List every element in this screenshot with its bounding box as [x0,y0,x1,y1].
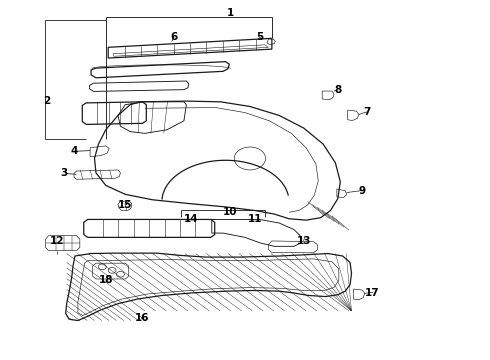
Text: 12: 12 [49,236,64,246]
Text: 3: 3 [61,168,68,178]
Text: 6: 6 [171,32,178,41]
Text: 10: 10 [223,207,238,217]
Text: 4: 4 [70,146,78,156]
Text: 1: 1 [227,8,234,18]
Text: 9: 9 [359,186,366,196]
Text: 15: 15 [118,200,132,210]
Text: 5: 5 [256,32,263,41]
Text: 17: 17 [365,288,379,298]
Text: 7: 7 [364,107,371,117]
Text: 16: 16 [135,313,149,323]
Text: 8: 8 [334,85,342,95]
Text: 2: 2 [44,96,51,106]
Text: 18: 18 [98,275,113,285]
Text: 13: 13 [296,236,311,246]
Text: 11: 11 [247,215,262,224]
Text: 14: 14 [184,215,198,224]
